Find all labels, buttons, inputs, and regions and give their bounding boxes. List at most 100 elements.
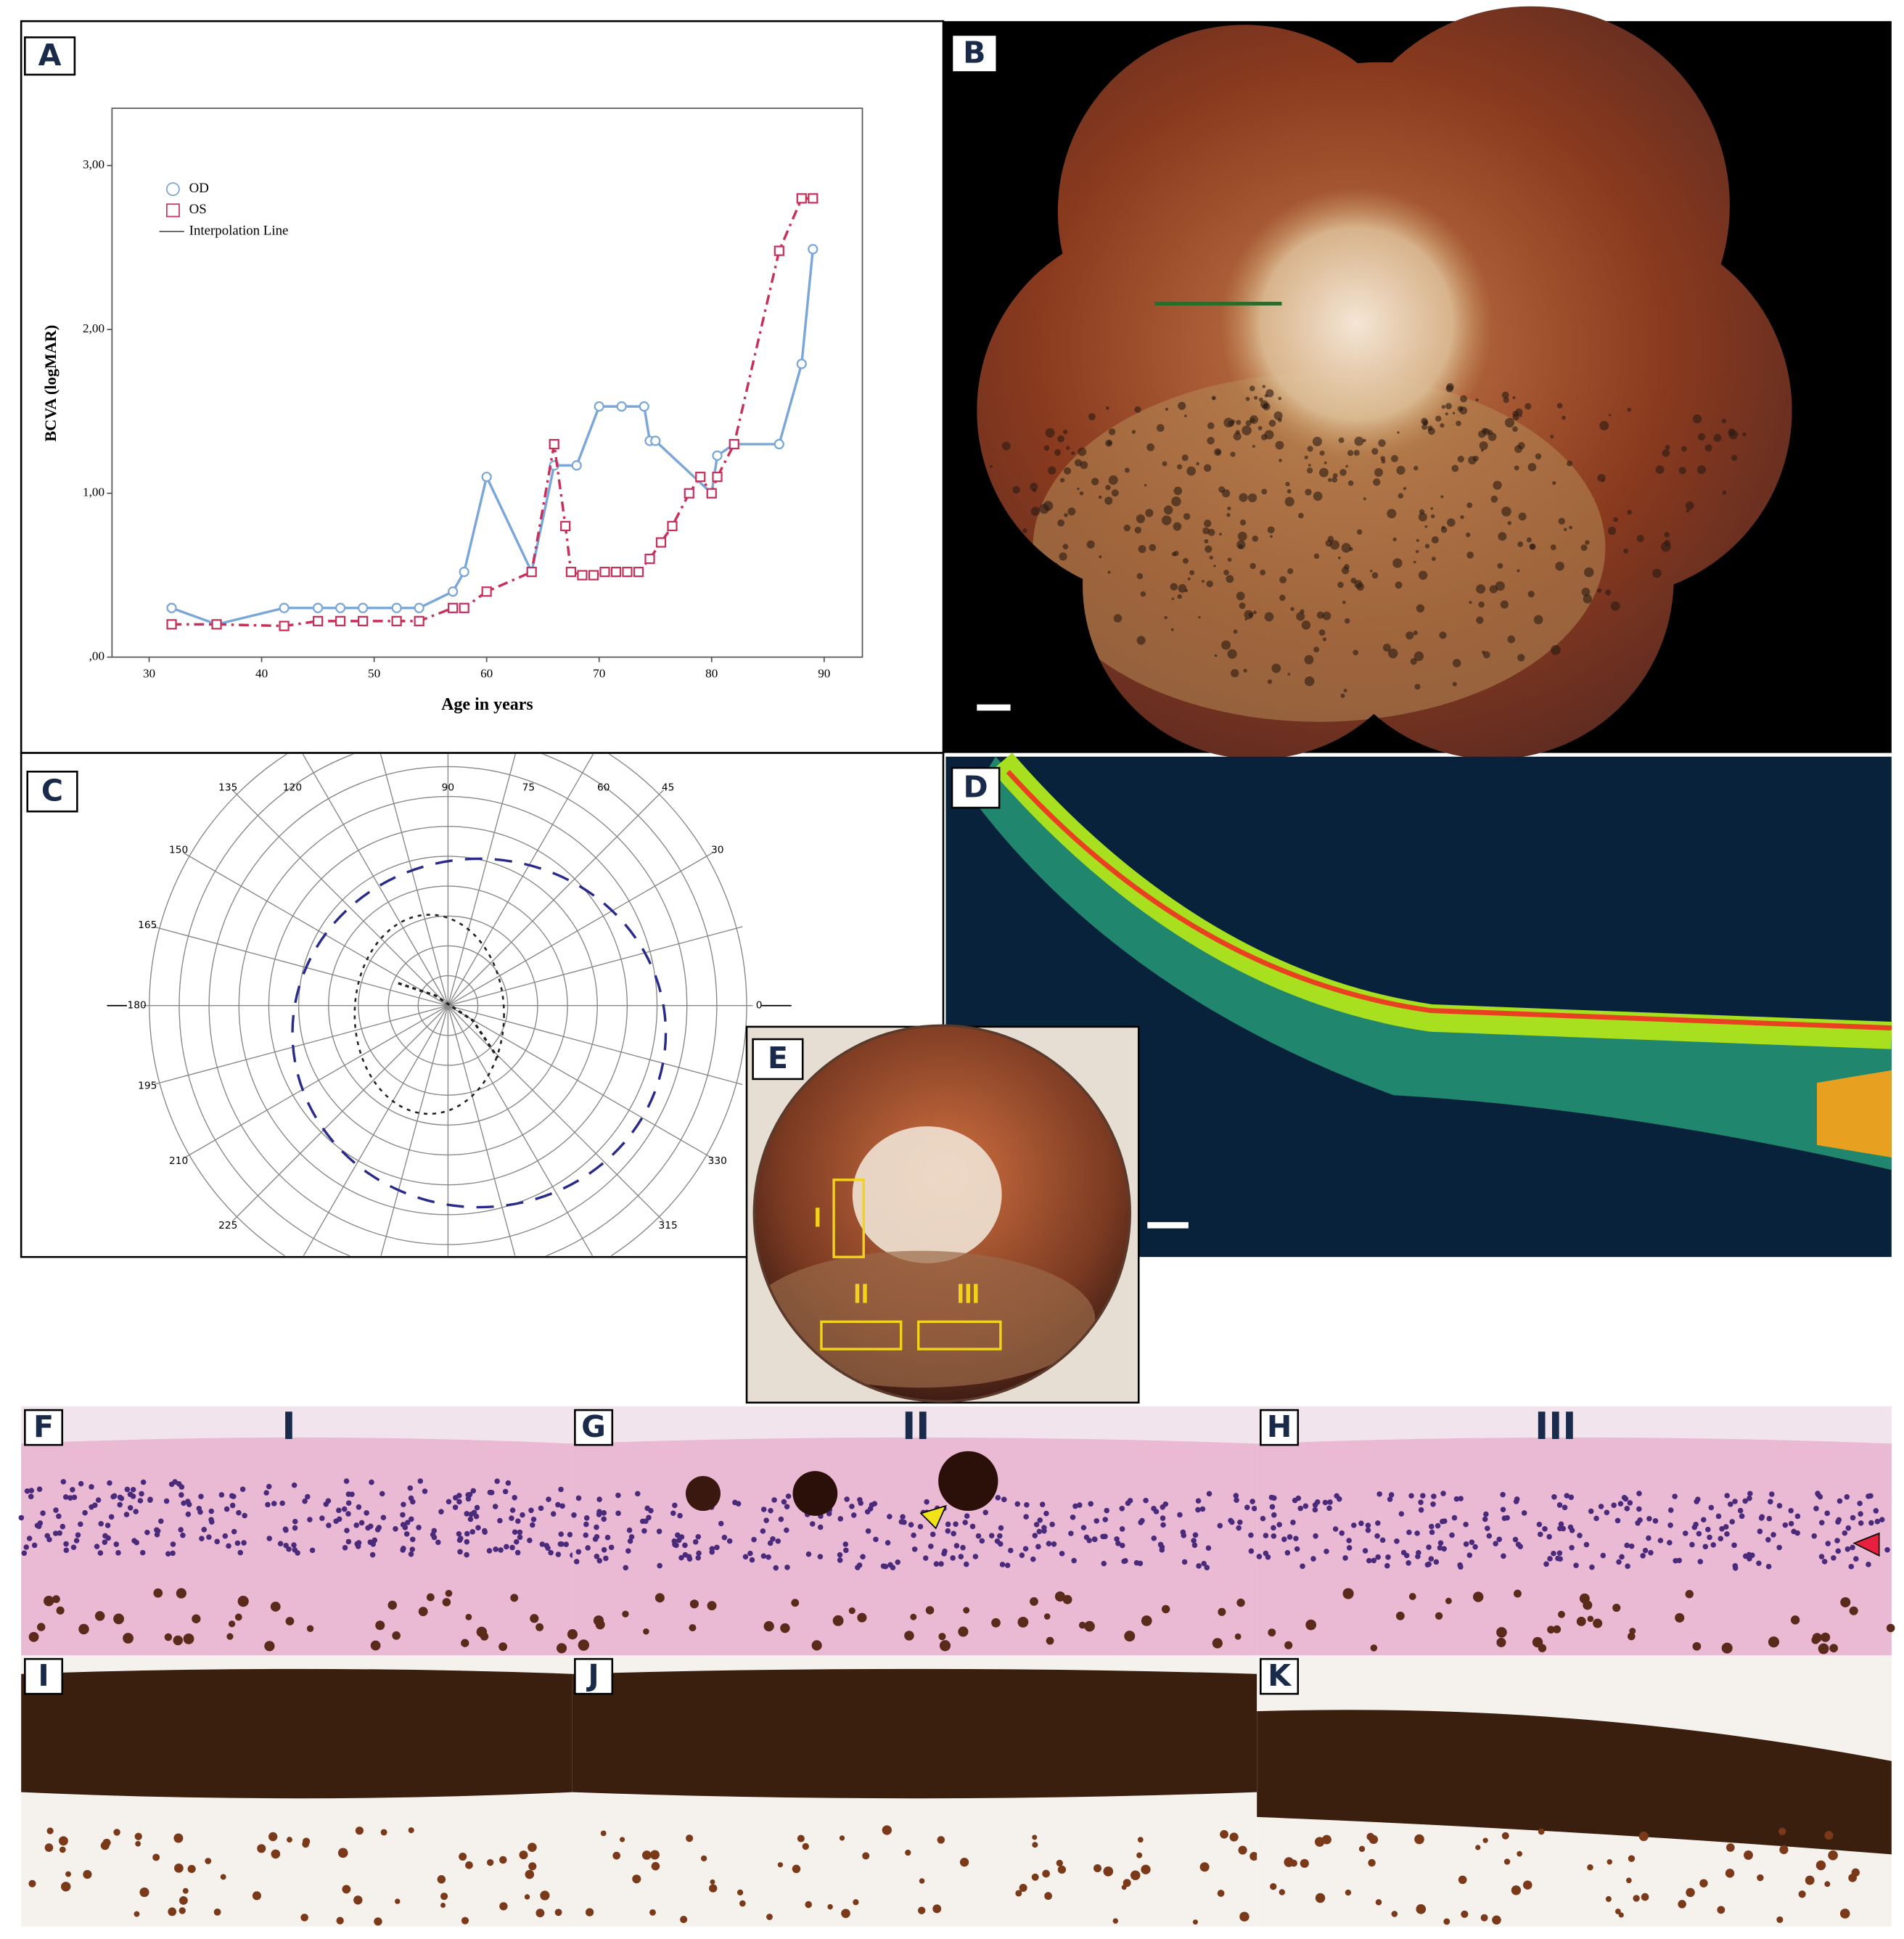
nucleus (1365, 1522, 1371, 1528)
ihc-cell (1315, 1893, 1326, 1903)
nucleus (675, 1532, 681, 1538)
nucleus (709, 1549, 715, 1555)
nucleus (226, 1543, 231, 1549)
nucleus (784, 1504, 790, 1510)
pigment-dot (1322, 611, 1331, 620)
pigment-cell (1628, 1632, 1636, 1641)
nucleus (1418, 1507, 1424, 1513)
nucleus (464, 1511, 469, 1517)
pigment-dot (1465, 532, 1471, 538)
nucleus (1776, 1503, 1783, 1509)
nucleus (1276, 1522, 1282, 1528)
nucleus (1032, 1533, 1038, 1538)
ihc-cell (792, 1864, 801, 1874)
nucleus (1765, 1537, 1771, 1543)
ihc-cell (853, 1899, 859, 1906)
point (414, 602, 424, 613)
nucleus (1177, 1512, 1183, 1518)
meridian (448, 853, 713, 1007)
pigment-cell (183, 1633, 194, 1644)
panel-label: D (963, 769, 988, 804)
ihc-cell (1686, 1887, 1695, 1898)
nucleus (1114, 1536, 1120, 1542)
nucleus (1794, 1530, 1800, 1536)
nucleus (1588, 1508, 1594, 1514)
pigment-dot (1662, 449, 1670, 457)
nucleus (456, 1499, 462, 1505)
nucleus (185, 1511, 192, 1517)
pigment-cell (1161, 1604, 1170, 1614)
nucleus (1043, 1510, 1049, 1517)
legend-label: OD (189, 181, 209, 196)
pigment-dot (1237, 531, 1247, 541)
pigment-dot (1742, 432, 1747, 437)
pigment-dot (1337, 556, 1341, 559)
nucleus (473, 1513, 480, 1520)
pigment-dot (1504, 417, 1515, 427)
nucleus (509, 1515, 514, 1521)
pigment-cell (461, 1639, 469, 1647)
nucleus (960, 1544, 966, 1551)
pigment-dot (1108, 428, 1116, 435)
nucleus (515, 1518, 521, 1524)
pigment-dot (1305, 488, 1312, 496)
nucleus (40, 1510, 46, 1516)
nucleus (1512, 1536, 1519, 1543)
nucleus (24, 1488, 30, 1494)
pigment-dot (1371, 572, 1379, 579)
nucleus (118, 1496, 125, 1501)
nucleus (901, 1519, 907, 1525)
pigment-dot (1227, 506, 1231, 511)
ihc-cell (1238, 1845, 1247, 1855)
pigment-dot (1382, 644, 1391, 652)
pigment-dot (1218, 486, 1226, 493)
pigment-dot (1161, 515, 1172, 525)
nucleus (784, 1527, 789, 1533)
nucleus (1482, 1516, 1488, 1522)
pigment-dot (1550, 435, 1554, 439)
nucleus (1463, 1521, 1469, 1528)
point (459, 567, 469, 578)
ihc-cell (1776, 1916, 1784, 1923)
point (774, 245, 784, 256)
pigment-dot (1267, 679, 1273, 684)
point (279, 620, 290, 631)
nucleus (1834, 1538, 1840, 1544)
pigment-cell (1395, 1611, 1405, 1620)
angle-label: 225 (218, 1220, 237, 1231)
pigment-dot (1249, 385, 1255, 392)
pigment-cell (37, 1623, 46, 1631)
ihc-cell (459, 1853, 467, 1861)
pigment-cell (1212, 1638, 1223, 1649)
nucleus (509, 1544, 515, 1551)
nucleus (837, 1551, 843, 1558)
nucleus (1037, 1517, 1043, 1523)
point (448, 586, 459, 597)
pigment-cell (1342, 1588, 1354, 1599)
pigment-dot (1206, 580, 1213, 588)
panel-label-box (951, 766, 1001, 809)
nucleus (1624, 1506, 1630, 1512)
ihc-cell (777, 1862, 784, 1868)
nucleus (1332, 1526, 1339, 1532)
pigment-dot (1113, 614, 1123, 623)
meridian (448, 1005, 713, 1159)
pigment-dot (1264, 430, 1274, 440)
ihc-cell (1057, 1865, 1067, 1874)
pigment-dot (1397, 431, 1400, 434)
ihc-cell (1015, 1890, 1022, 1897)
nucleus (672, 1502, 678, 1509)
ihc-cell (1778, 1827, 1786, 1836)
nucleus (73, 1538, 80, 1544)
pigment-dot (1253, 395, 1258, 400)
pigment-dot (1347, 480, 1354, 486)
pigment-dot (1183, 414, 1187, 418)
nucleus (198, 1493, 204, 1499)
meridian (447, 1005, 516, 1256)
nucleus (628, 1534, 635, 1540)
nucleus (1858, 1520, 1864, 1526)
pigment-cell (375, 1620, 385, 1631)
nucleus (1598, 1504, 1604, 1509)
nucleus (1672, 1493, 1678, 1499)
ihc-cell (271, 1849, 281, 1859)
